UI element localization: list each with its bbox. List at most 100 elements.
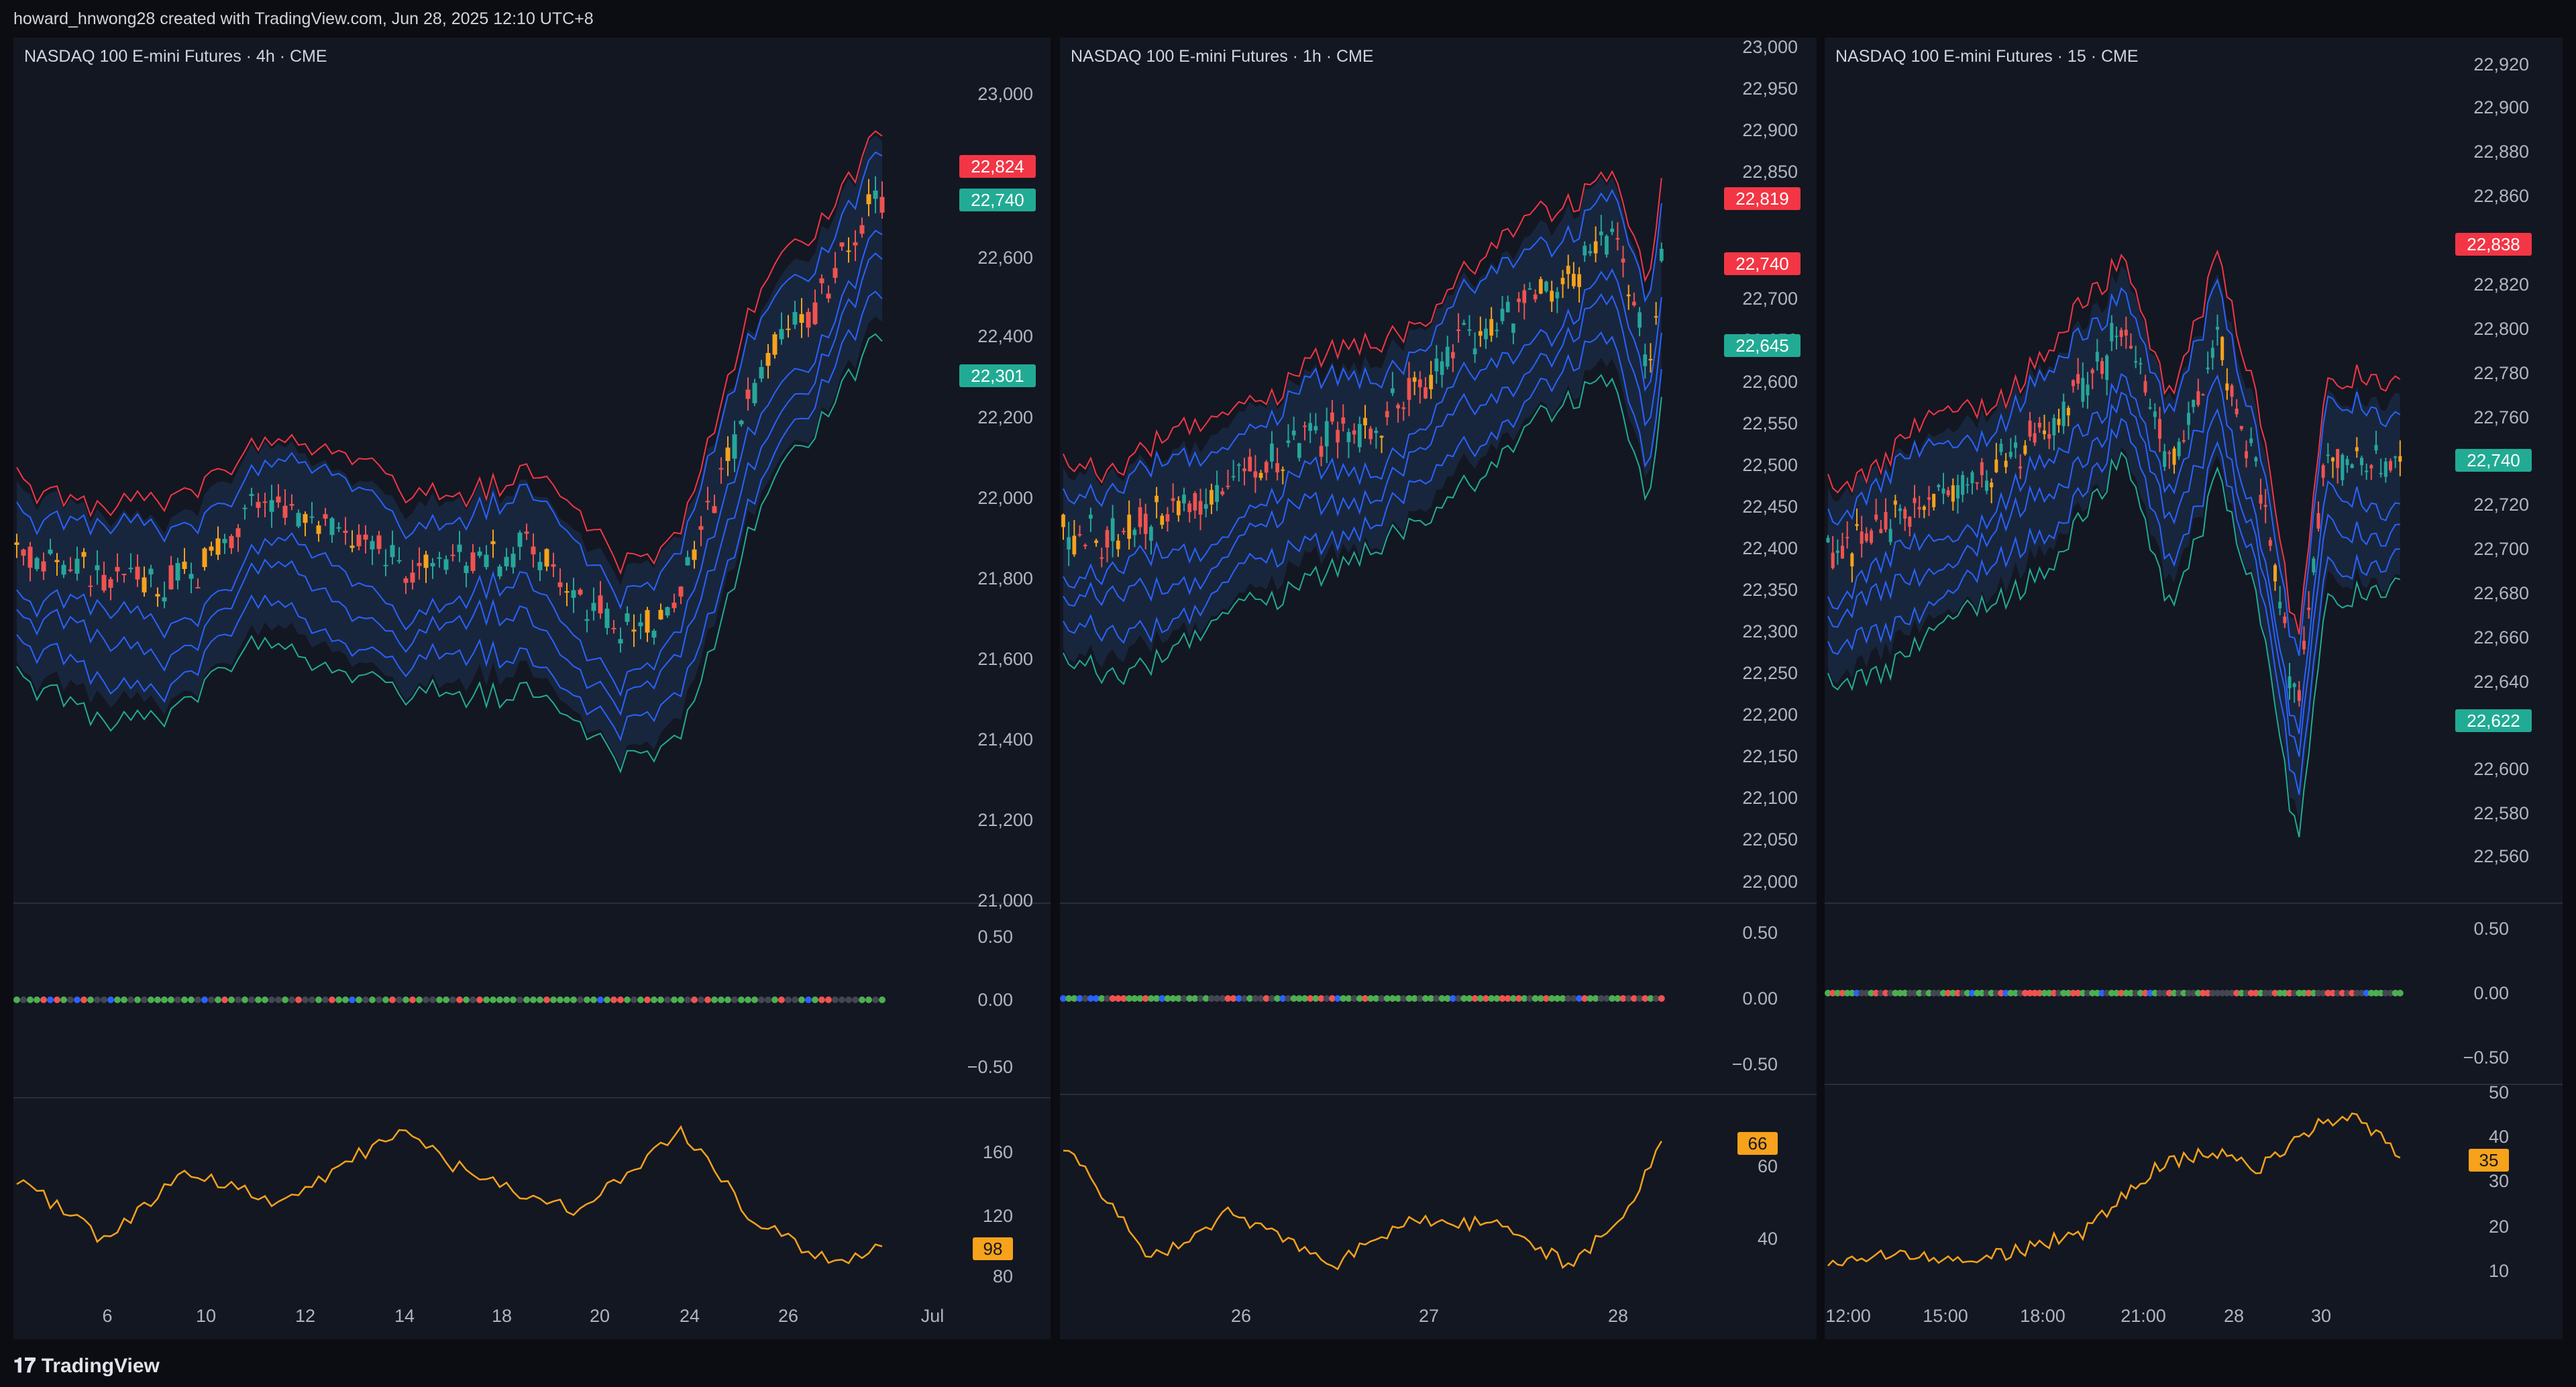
squeeze-dot xyxy=(67,996,74,1003)
price-tick-label: 22,300 xyxy=(1742,621,1798,641)
squeeze-dot xyxy=(2223,990,2231,996)
squeeze-dot xyxy=(1559,995,1566,1002)
squeeze-dot xyxy=(1587,995,1594,1002)
squeeze-dot xyxy=(2176,990,2183,996)
squeeze-dot xyxy=(1625,995,1632,1002)
squeeze-dot xyxy=(1548,995,1556,1002)
symbol-title[interactable]: NASDAQ 100 E-mini Futures · 1h · CME xyxy=(1071,47,1374,66)
candle-body xyxy=(202,548,207,568)
candle-body xyxy=(1831,552,1835,568)
squeeze-dot xyxy=(1619,995,1627,1002)
squeeze-dot xyxy=(584,996,590,1003)
squeeze-dot xyxy=(1466,995,1473,1002)
candle-body xyxy=(712,506,717,513)
price-tick-label: 22,700 xyxy=(1742,289,1798,309)
candle-body xyxy=(879,197,885,213)
squeeze-dot xyxy=(302,996,309,1003)
oscillator-tick-label: 60 xyxy=(1758,1156,1778,1176)
squeeze-dot xyxy=(2074,990,2082,996)
price-badge xyxy=(2455,233,2532,256)
candle-body xyxy=(1913,498,1917,503)
squeeze-dot xyxy=(1892,990,1899,996)
candle-body xyxy=(2047,434,2051,439)
squeeze-dot xyxy=(758,996,765,1003)
price-tick-label: 22,720 xyxy=(2473,495,2529,515)
tradingview-logo-icon: 𝟏𝟕 xyxy=(13,1355,42,1377)
candle-body xyxy=(1198,501,1203,515)
candle-body xyxy=(1845,537,1849,539)
candle-body xyxy=(537,562,543,570)
indicator-tick-label: 0.00 xyxy=(977,990,1013,1010)
squeeze-dot xyxy=(1345,995,1352,1002)
squeeze-dot xyxy=(2214,990,2221,996)
squeeze-dot xyxy=(1181,995,1187,1002)
squeeze-dot xyxy=(2079,990,2086,996)
candle-body xyxy=(2076,374,2080,384)
symbol-title[interactable]: NASDAQ 100 E-mini Futures · 15 · CME xyxy=(1835,47,2139,66)
price-tick-label: 22,200 xyxy=(1742,705,1798,725)
squeeze-dot xyxy=(1843,990,1851,996)
price-tick-label: 22,400 xyxy=(977,326,1033,346)
squeeze-dot xyxy=(362,996,369,1003)
candle-body xyxy=(1077,533,1082,535)
candle-body xyxy=(2230,385,2234,397)
squeeze-dot xyxy=(2012,990,2019,996)
lower-band-blue xyxy=(1063,268,1662,589)
squeeze-dot xyxy=(2027,990,2033,996)
price-tick-label: 22,200 xyxy=(977,407,1033,427)
candle-body xyxy=(396,560,402,562)
squeeze-dot xyxy=(2108,990,2115,996)
squeeze-dot xyxy=(517,996,523,1003)
lower-band-blue-2 xyxy=(1827,391,2400,757)
candle-body xyxy=(168,565,174,590)
price-tick-label: 22,000 xyxy=(977,488,1033,508)
candle-body xyxy=(1264,462,1269,473)
candle-body xyxy=(1917,507,1921,510)
candle-body xyxy=(1533,294,1538,300)
candle-body xyxy=(826,293,831,299)
candle-body xyxy=(772,334,777,355)
chart-panel-15m[interactable]: 22,920 22,900 22,880 22,860 22,820 22,800 22,7… xyxy=(1825,38,2563,1339)
squeeze-dot xyxy=(2161,990,2168,996)
candle-body xyxy=(2019,466,2023,469)
candle-body xyxy=(1187,503,1192,513)
squeeze-dot xyxy=(2209,990,2216,996)
candle-body xyxy=(2100,361,2104,374)
price-tick-label: 23,000 xyxy=(1742,38,1798,57)
candle-body xyxy=(148,568,154,575)
chart-panel-1h[interactable]: 23,00022,95022,90022,85022,70022,65022,6… xyxy=(1060,38,1817,1339)
candle-body xyxy=(403,578,409,583)
chart-panel-4h[interactable]: 23,000 22,600 22,400 22,200 22,000 21,800 21,6… xyxy=(13,38,1051,1339)
candle-body xyxy=(2134,361,2138,363)
squeeze-dot xyxy=(1367,995,1375,1002)
squeeze-dot xyxy=(241,996,248,1003)
squeeze-dot xyxy=(698,996,704,1003)
candle-body xyxy=(725,447,731,461)
candle-body xyxy=(1303,425,1307,427)
squeeze-dot xyxy=(852,996,859,1003)
candle-body xyxy=(2013,442,2018,448)
candle-body xyxy=(1352,430,1356,435)
indicator-tick-label: 0.50 xyxy=(977,927,1013,947)
squeeze-dot xyxy=(1554,995,1561,1002)
candle-body xyxy=(591,603,596,611)
tradingview-logo[interactable]: 𝟏𝟕 TradingView xyxy=(13,1355,160,1378)
band-fill xyxy=(1828,266,2400,820)
candle-body xyxy=(819,278,824,284)
squeeze-dot xyxy=(2194,990,2202,996)
price-tick-label: 22,760 xyxy=(2473,407,2529,427)
squeeze-dot xyxy=(389,996,396,1003)
squeeze-dot xyxy=(2310,990,2317,996)
squeeze-dot xyxy=(1389,995,1396,1002)
squeeze-dot xyxy=(436,996,443,1003)
squeeze-dot xyxy=(2281,990,2288,996)
symbol-title[interactable]: NASDAQ 100 E-mini Futures · 4h · CME xyxy=(24,47,327,66)
squeeze-dot xyxy=(1383,995,1391,1002)
candle-body xyxy=(2210,348,2214,358)
candle-body xyxy=(1994,459,1998,472)
candle-body xyxy=(1281,469,1285,471)
price-badge xyxy=(959,189,1036,211)
candle-body xyxy=(1946,490,1950,496)
candle-body xyxy=(1417,379,1422,388)
squeeze-dot xyxy=(1214,995,1221,1002)
